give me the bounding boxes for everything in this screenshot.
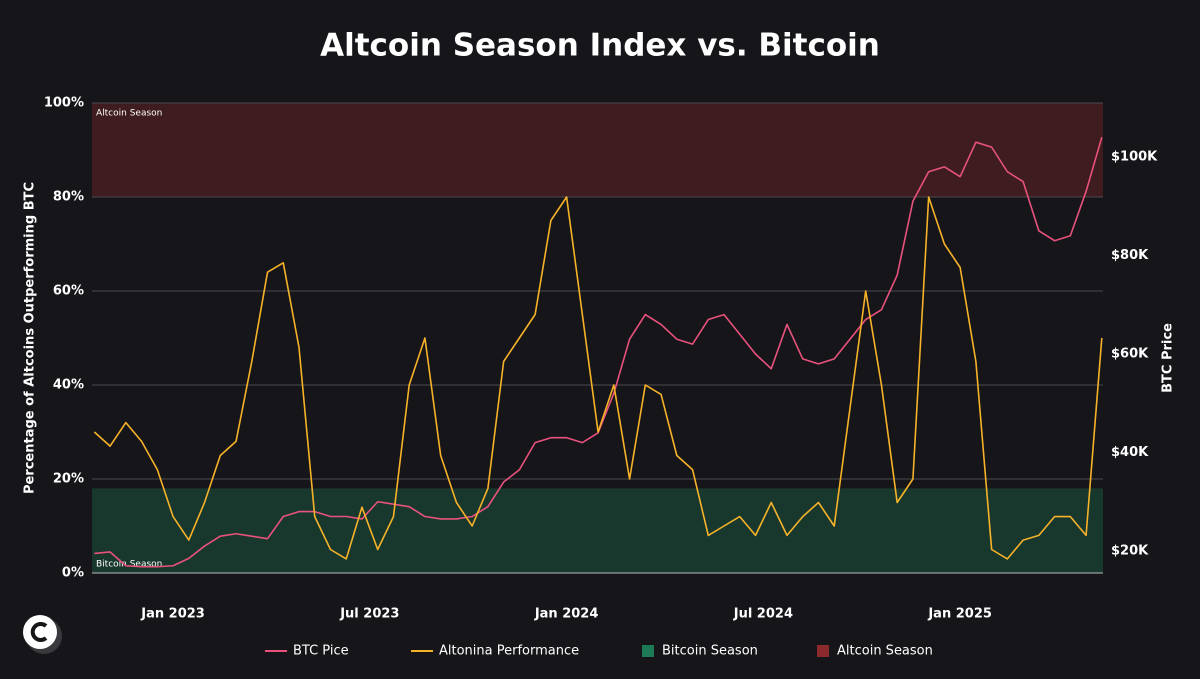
chart-title: Altcoin Season Index vs. Bitcoin (320, 28, 880, 64)
y2-tick-label: $80K (1111, 248, 1149, 263)
logo-circle (23, 615, 57, 649)
y2-tick-label: $20K (1111, 543, 1149, 558)
y-tick-label: 20% (53, 472, 84, 487)
y2-tick-label: $100K (1111, 149, 1158, 164)
season-band (92, 103, 1103, 197)
legend-swatch (817, 645, 829, 657)
legend-swatch (642, 645, 654, 657)
x-tick-label: Jul 2023 (339, 607, 399, 622)
legend-label: BTC Pice (293, 644, 349, 659)
y-axis-title: Percentage of Altcoins Outperforming BTC (23, 182, 38, 494)
y-tick-label: 80% (53, 190, 84, 205)
logo-c (30, 622, 48, 642)
y2-tick-label: $40K (1111, 445, 1149, 460)
x-tick-label: Jan 2024 (534, 607, 599, 622)
y-tick-label: 40% (53, 378, 84, 393)
y-tick-label: 0% (62, 566, 84, 581)
x-tick-label: Jan 2023 (140, 607, 205, 622)
y2-axis-title: BTC Price (1161, 323, 1176, 393)
band-label: Altcoin Season (96, 109, 162, 119)
y-tick-label: 100% (44, 96, 84, 111)
logo (23, 615, 62, 654)
x-tick-label: Jul 2024 (733, 607, 793, 622)
x-tick-label: Jan 2025 (927, 607, 992, 622)
series-line (93, 196, 1103, 560)
y2-tick-label: $60K (1111, 346, 1149, 361)
legend-label: Bitcoin Season (662, 644, 758, 659)
y-tick-label: 60% (53, 284, 84, 299)
legend-label: Altcoin Season (837, 644, 933, 659)
season-band (92, 488, 1103, 573)
legend-label: Altonina Performance (439, 644, 579, 659)
band-label: Bitcoin Season (96, 560, 162, 570)
